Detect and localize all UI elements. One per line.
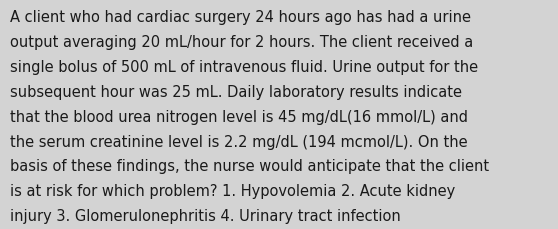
- Text: that the blood urea nitrogen level is 45 mg/dL(16 mmol/L) and: that the blood urea nitrogen level is 45…: [10, 109, 468, 124]
- Text: injury 3. Glomerulonephritis 4. Urinary tract infection: injury 3. Glomerulonephritis 4. Urinary …: [10, 208, 401, 223]
- Text: output averaging 20 mL/hour for 2 hours. The client received a: output averaging 20 mL/hour for 2 hours.…: [10, 35, 473, 50]
- Text: the serum creatinine level is 2.2 mg/dL (194 mcmol/L). On the: the serum creatinine level is 2.2 mg/dL …: [10, 134, 468, 149]
- Text: basis of these findings, the nurse would anticipate that the client: basis of these findings, the nurse would…: [10, 159, 489, 174]
- Text: subsequent hour was 25 mL. Daily laboratory results indicate: subsequent hour was 25 mL. Daily laborat…: [10, 85, 462, 99]
- Text: is at risk for which problem? 1. Hypovolemia 2. Acute kidney: is at risk for which problem? 1. Hypovol…: [10, 183, 455, 198]
- Text: single bolus of 500 mL of intravenous fluid. Urine output for the: single bolus of 500 mL of intravenous fl…: [10, 60, 478, 75]
- Text: A client who had cardiac surgery 24 hours ago has had a urine: A client who had cardiac surgery 24 hour…: [10, 10, 471, 25]
